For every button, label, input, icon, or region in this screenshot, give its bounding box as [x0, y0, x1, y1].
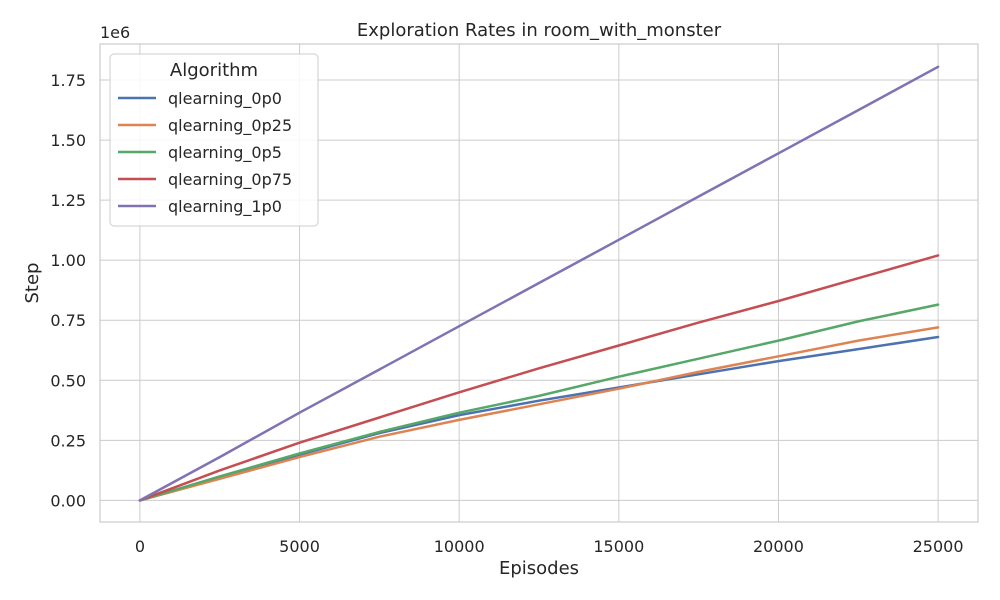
x-tick-label: 25000 — [913, 537, 964, 556]
y-tick-label: 1.50 — [50, 131, 86, 150]
x-tick-labels: 0 5000 10000 15000 20000 25000 — [135, 537, 964, 556]
x-tick-label: 5000 — [279, 537, 320, 556]
legend-label-qlearning_1p0: qlearning_1p0 — [168, 197, 282, 217]
plot-area-frame — [99, 43, 979, 523]
y-tick-label: 1.25 — [50, 191, 86, 210]
series-line-qlearning_1p0 — [138, 65, 940, 502]
x-tick-label: 0 — [135, 537, 145, 556]
chart-title: Exploration Rates in room_with_monster — [357, 20, 722, 41]
x-tick-label: 20000 — [753, 537, 804, 556]
y-tick-label: 0.75 — [50, 311, 86, 330]
legend-label-qlearning_0p75: qlearning_0p75 — [168, 170, 292, 190]
y-tick-label: 0.50 — [50, 371, 86, 390]
x-tick-label: 10000 — [434, 537, 485, 556]
x-tick-label: 15000 — [593, 537, 644, 556]
legend-box — [109, 53, 319, 227]
series-line-qlearning_0p5 — [138, 303, 940, 502]
series-line-qlearning_0p25 — [138, 326, 940, 502]
y-tick-label: 1.00 — [50, 251, 86, 270]
y-tick-label: 1.75 — [50, 71, 86, 90]
series-lines — [138, 65, 940, 502]
x-axis-title: Episodes — [499, 558, 579, 579]
series-line-qlearning_0p75 — [138, 254, 940, 502]
y-grid — [100, 79, 978, 501]
legend-label-qlearning_0p25: qlearning_0p25 — [168, 116, 292, 136]
legend-label-qlearning_0p0: qlearning_0p0 — [168, 89, 282, 109]
legend: Algorithm qlearning_0p0qlearning_0p25qle… — [109, 53, 319, 227]
y-tick-label: 0.00 — [50, 491, 86, 510]
legend-items: qlearning_0p0 qlearning_0p25 qlearning_0p5… — [118, 89, 292, 217]
legend-label-qlearning_0p5: qlearning_0p5 — [168, 143, 282, 163]
y-tick-labels: 0.00 0.25 0.50 0.75 1.00 1.25 1.50 1.75 — [50, 71, 86, 510]
y-offset-label: 1e6 — [100, 23, 130, 42]
y-axis-title: Step — [22, 263, 43, 304]
y-tick-label: 0.25 — [50, 431, 86, 450]
legend-title: Algorithm — [170, 60, 258, 81]
